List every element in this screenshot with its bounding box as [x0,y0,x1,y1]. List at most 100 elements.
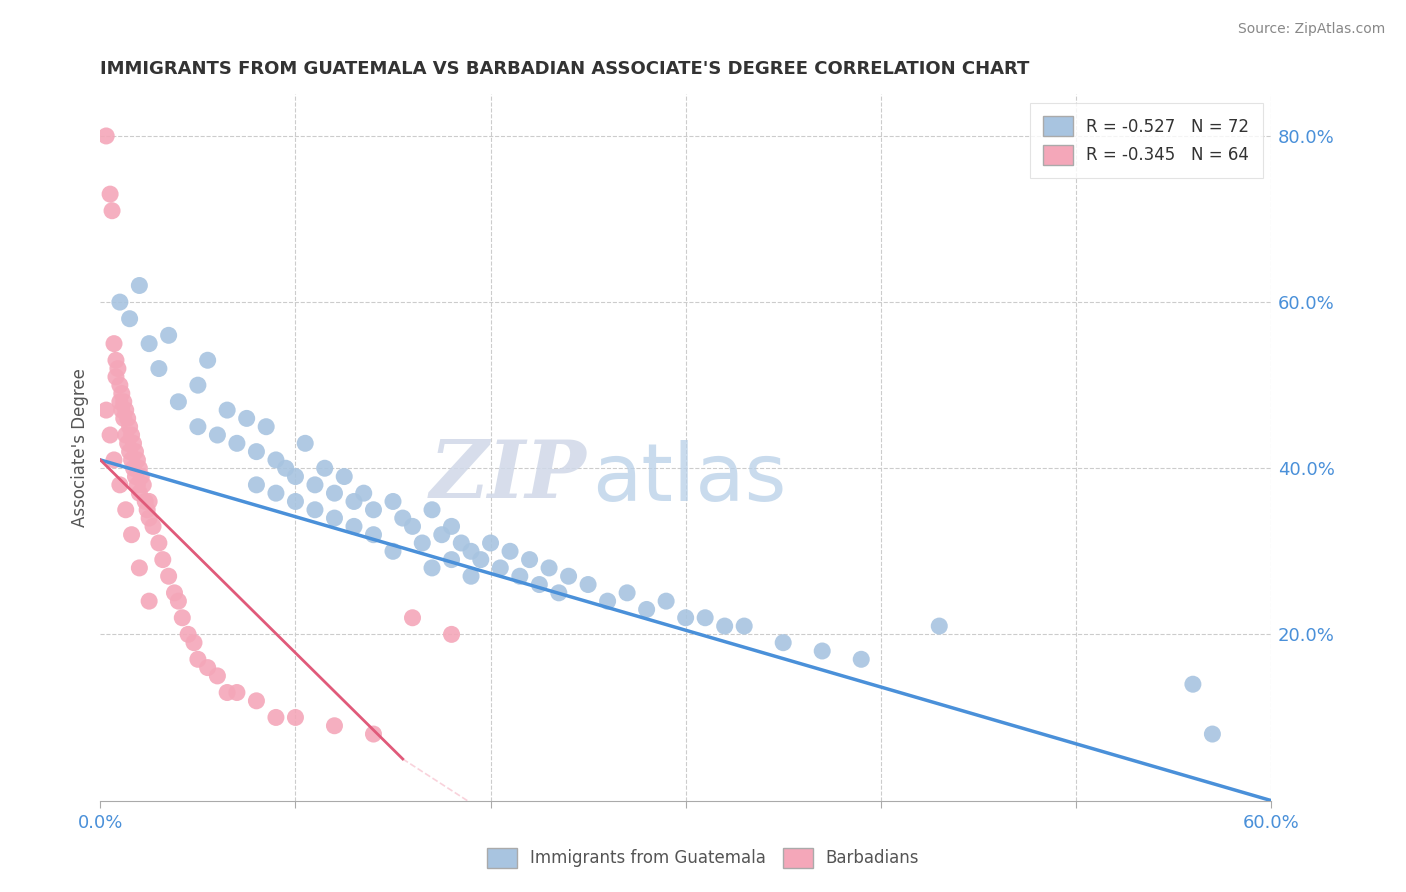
Point [235,411,257,425]
Point [167,594,190,608]
Point [121,527,143,541]
Point [187,419,209,434]
Point [117,411,139,425]
Point [108,478,131,492]
Point [547,586,569,600]
Point [713,619,735,633]
Y-axis label: Associate's Degree: Associate's Degree [72,368,89,527]
Point [124,444,146,458]
Point [167,394,190,409]
Point [187,652,209,666]
Point [128,561,150,575]
Point [121,428,143,442]
Point [128,486,150,500]
Point [353,486,375,500]
Point [207,669,229,683]
Point [128,278,150,293]
Text: ZIP: ZIP [429,437,586,515]
Legend: Immigrants from Guatemala, Barbadians: Immigrants from Guatemala, Barbadians [479,841,927,875]
Point [733,619,755,633]
Point [122,461,145,475]
Point [138,511,160,525]
Point [127,478,149,492]
Point [197,353,219,368]
Point [226,685,249,699]
Point [103,453,125,467]
Point [111,403,134,417]
Point [103,336,125,351]
Point [118,419,141,434]
Point [509,569,531,583]
Point [114,428,136,442]
Point [264,453,287,467]
Point [157,328,180,343]
Point [187,378,209,392]
Point [616,586,638,600]
Point [122,436,145,450]
Point [98,187,121,202]
Point [479,536,502,550]
Point [323,719,346,733]
Point [323,511,346,525]
Point [363,727,385,741]
Point [636,602,658,616]
Point [114,403,136,417]
Point [118,444,141,458]
Point [314,461,336,475]
Point [294,436,316,450]
Point [284,710,307,724]
Point [460,569,482,583]
Point [440,519,463,533]
Point [1201,727,1223,741]
Point [121,453,143,467]
Point [489,561,512,575]
Point [107,361,129,376]
Point [440,552,463,566]
Point [382,494,405,508]
Point [343,494,366,508]
Point [499,544,522,558]
Point [675,611,697,625]
Point [264,486,287,500]
Point [596,594,619,608]
Point [440,627,463,641]
Point [323,486,346,500]
Point [148,361,170,376]
Point [245,694,267,708]
Point [401,611,423,625]
Text: Source: ZipAtlas.com: Source: ZipAtlas.com [1237,22,1385,37]
Point [460,544,482,558]
Point [96,403,118,417]
Point [811,644,834,658]
Point [138,594,160,608]
Point [284,494,307,508]
Point [197,660,219,674]
Point [363,527,385,541]
Point [655,594,678,608]
Point [138,494,160,508]
Point [136,502,159,516]
Point [98,428,121,442]
Point [148,536,170,550]
Point [363,502,385,516]
Point [207,428,229,442]
Point [333,469,356,483]
Point [430,527,453,541]
Point [928,619,950,633]
Point [117,436,139,450]
Point [152,552,174,566]
Point [1181,677,1204,691]
Point [96,128,118,143]
Text: atlas: atlas [592,441,786,518]
Point [101,203,124,218]
Point [529,577,551,591]
Point [304,502,326,516]
Point [420,561,443,575]
Point [576,577,599,591]
Point [420,502,443,516]
Point [128,461,150,475]
Text: IMMIGRANTS FROM GUATEMALA VS BARBADIAN ASSOCIATE'S DEGREE CORRELATION CHART: IMMIGRANTS FROM GUATEMALA VS BARBADIAN A… [100,60,1029,78]
Point [132,478,155,492]
Point [274,461,297,475]
Point [108,394,131,409]
